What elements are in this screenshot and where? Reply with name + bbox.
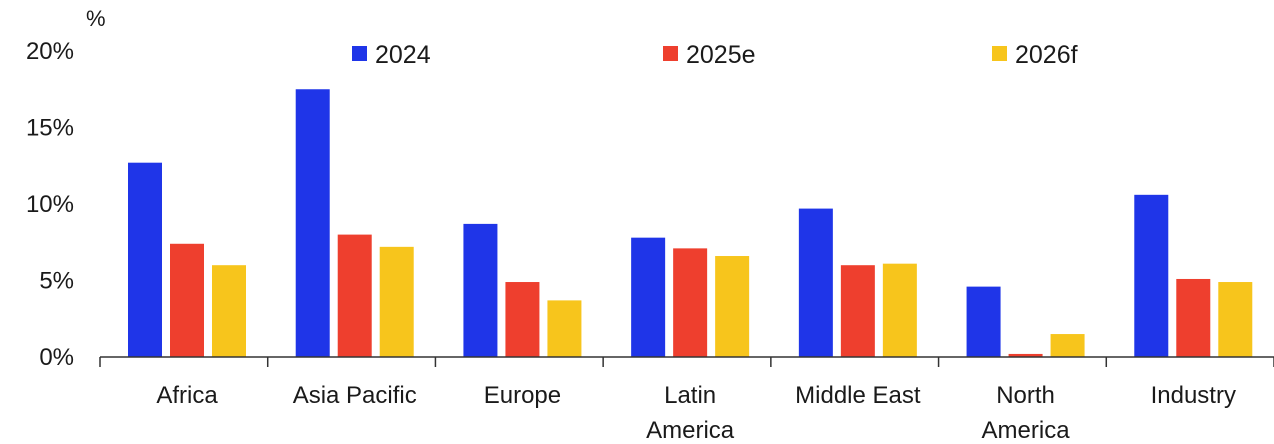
- y-tick-label: 5%: [39, 268, 74, 295]
- bar-2025e-2: [505, 282, 540, 357]
- category-label: America: [646, 417, 735, 444]
- category-label: North: [996, 382, 1055, 409]
- bar-2026f-5: [1050, 334, 1085, 357]
- bar-2025e-5: [1008, 353, 1043, 357]
- category-label: America: [982, 417, 1071, 444]
- y-tick-label: 20%: [26, 38, 74, 65]
- bar-2024-5: [966, 286, 1001, 357]
- y-tick-label: 15%: [26, 115, 74, 142]
- y-tick-label: 0%: [39, 344, 74, 371]
- legend-swatch-2025e: [663, 46, 678, 61]
- bar-2024-0: [128, 162, 162, 357]
- category-label: Industry: [1151, 382, 1236, 409]
- y-axis-ticks: 0% 5% 10% 15% 20%: [26, 38, 74, 371]
- x-axis: [99, 356, 1274, 367]
- bar-2026f-2: [547, 300, 582, 357]
- bar-2025e-3: [673, 248, 708, 357]
- legend-label: 2026f: [1015, 41, 1078, 69]
- bar-2025e-6: [1176, 278, 1211, 357]
- bar-2026f-1: [379, 246, 414, 357]
- legend: 2024 2025e 2026f: [352, 41, 1078, 69]
- bar-2026f-3: [715, 256, 750, 357]
- legend-label: 2025e: [686, 41, 756, 69]
- category-label: Africa: [156, 382, 218, 409]
- bar-2026f-6: [1218, 282, 1253, 357]
- bars-group: [128, 89, 1253, 357]
- legend-swatch-2024: [352, 46, 367, 61]
- y-tick-label: 10%: [26, 191, 74, 218]
- legend-label: 2024: [375, 41, 431, 69]
- bar-2024-4: [798, 208, 833, 357]
- bar-2024-3: [631, 237, 666, 357]
- y-axis-unit-label: %: [86, 6, 106, 31]
- bar-2024-1: [295, 89, 330, 357]
- bar-2024-6: [1134, 194, 1169, 357]
- category-label: Europe: [484, 382, 561, 409]
- category-label: Latin: [664, 382, 716, 409]
- category-label: Middle East: [795, 382, 921, 409]
- x-axis-category-labels: Africa Asia Pacific Europe Latin America Midd…: [156, 382, 1236, 444]
- category-label: Asia Pacific: [293, 382, 417, 409]
- bar-2025e-4: [840, 265, 875, 357]
- legend-swatch-2026f: [992, 46, 1007, 61]
- bar-2024-2: [463, 223, 498, 357]
- bar-2026f-4: [882, 263, 917, 357]
- bar-2026f-0: [212, 265, 246, 357]
- bar-2025e-0: [170, 243, 204, 357]
- bar-2025e-1: [337, 234, 372, 357]
